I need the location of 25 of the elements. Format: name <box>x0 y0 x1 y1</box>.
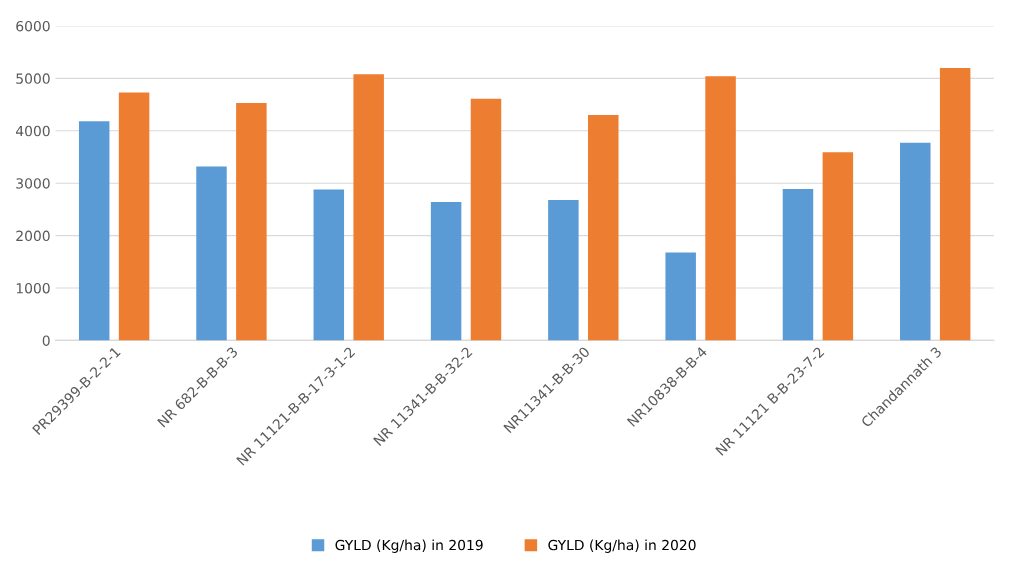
y-tick-label: 5000 <box>16 73 50 84</box>
bar <box>782 188 814 341</box>
bar <box>470 98 502 341</box>
legend-label: GYLD (Kg/ha) in 2019 <box>335 539 483 553</box>
bar <box>548 199 579 341</box>
bar <box>900 142 931 341</box>
bar <box>939 67 971 341</box>
bar <box>353 74 384 341</box>
y-tick-label: 2000 <box>16 230 50 242</box>
bar <box>196 166 227 341</box>
bar <box>588 115 619 341</box>
bar <box>236 103 267 341</box>
bar <box>78 121 110 341</box>
y-tick-label: 4000 <box>15 125 50 137</box>
bar <box>665 252 696 341</box>
legend-label: GYLD (Kg/ha) in 2020 <box>548 539 696 553</box>
y-tick-label: 3000 <box>16 178 50 189</box>
bar <box>705 76 736 341</box>
y-tick-label: 1000 <box>16 282 50 294</box>
y-tick-label: 0 <box>42 335 50 346</box>
bar <box>430 202 462 341</box>
bar <box>313 189 345 341</box>
y-tick-label: 6000 <box>16 20 50 32</box>
bar <box>118 92 150 341</box>
bar <box>822 152 854 341</box>
